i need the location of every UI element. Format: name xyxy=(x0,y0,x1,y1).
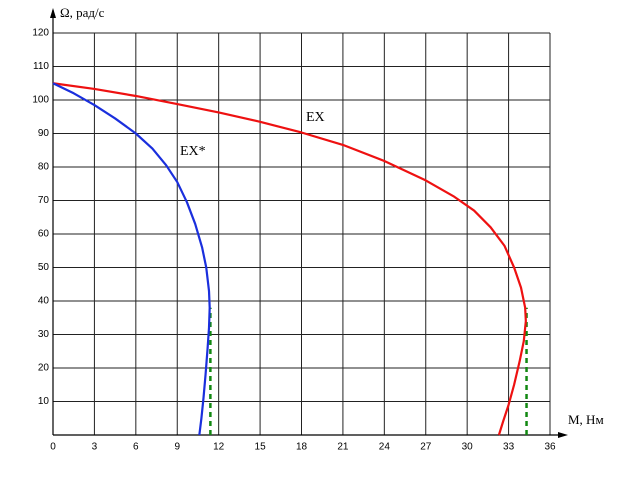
x-tick-label: 24 xyxy=(379,442,391,453)
x-tick-label: 0 xyxy=(50,442,56,453)
x-tick-label: 30 xyxy=(462,442,474,453)
y-tick-label: 40 xyxy=(38,296,50,307)
x-tick-label: 15 xyxy=(255,442,267,453)
y-tick-label: 100 xyxy=(32,95,49,106)
x-axis-arrow xyxy=(558,432,568,438)
x-tick-label: 36 xyxy=(544,442,556,453)
x-tick-label: 3 xyxy=(92,442,98,453)
x-tick-label: 18 xyxy=(296,442,308,453)
curve-label: ЕХ* xyxy=(180,144,206,159)
y-tick-label: 20 xyxy=(38,363,50,374)
line-series xyxy=(52,82,527,436)
line-series xyxy=(52,82,211,436)
x-tick-label: 27 xyxy=(420,442,432,453)
y-tick-label: 30 xyxy=(38,329,50,340)
y-tick-label: 60 xyxy=(38,229,50,240)
y-tick-label: 90 xyxy=(38,128,50,139)
y-tick-label: 120 xyxy=(32,28,49,39)
x-tick-label: 33 xyxy=(503,442,515,453)
x-tick-label: 9 xyxy=(174,442,180,453)
x-tick-label: 21 xyxy=(337,442,349,453)
y-axis-label: Ω, рад/с xyxy=(60,5,105,20)
y-tick-label: 110 xyxy=(33,61,49,72)
x-axis-label: М, Нм xyxy=(568,412,604,427)
curve-label: ЕХ xyxy=(306,110,325,125)
y-tick-label: 50 xyxy=(38,262,50,273)
x-tick-label: 6 xyxy=(133,442,139,453)
y-tick-label: 10 xyxy=(38,396,50,407)
x-tick-label: 12 xyxy=(213,442,225,453)
y-tick-label: 80 xyxy=(38,162,50,173)
y-tick-label: 70 xyxy=(38,195,50,206)
y-axis-arrow xyxy=(50,8,56,18)
